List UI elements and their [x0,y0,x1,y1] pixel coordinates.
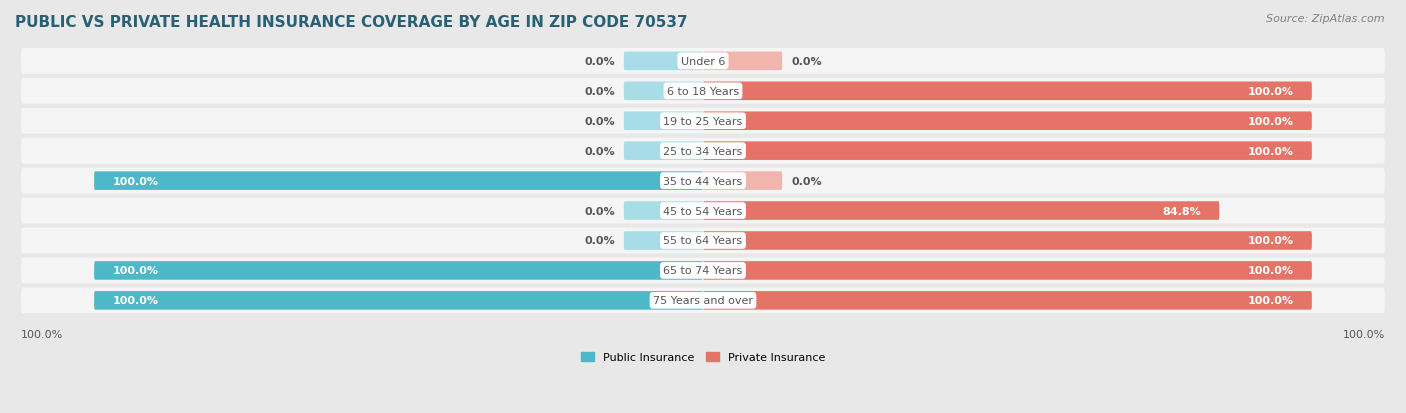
Text: 0.0%: 0.0% [792,57,823,66]
FancyBboxPatch shape [703,112,1312,131]
Text: 75 Years and over: 75 Years and over [652,296,754,306]
FancyBboxPatch shape [94,261,703,280]
Text: 35 to 44 Years: 35 to 44 Years [664,176,742,186]
Text: 45 to 54 Years: 45 to 54 Years [664,206,742,216]
FancyBboxPatch shape [94,172,703,190]
Text: 100.0%: 100.0% [1343,329,1385,339]
Text: Source: ZipAtlas.com: Source: ZipAtlas.com [1267,14,1385,24]
Text: PUBLIC VS PRIVATE HEALTH INSURANCE COVERAGE BY AGE IN ZIP CODE 70537: PUBLIC VS PRIVATE HEALTH INSURANCE COVER… [15,15,688,30]
FancyBboxPatch shape [703,202,1219,220]
Text: 100.0%: 100.0% [21,329,63,339]
Text: 100.0%: 100.0% [1247,296,1294,306]
FancyBboxPatch shape [21,258,1385,284]
FancyBboxPatch shape [21,109,1385,134]
Text: 65 to 74 Years: 65 to 74 Years [664,266,742,276]
Text: 100.0%: 100.0% [1247,146,1294,156]
Text: 100.0%: 100.0% [112,296,159,306]
FancyBboxPatch shape [21,228,1385,254]
FancyBboxPatch shape [703,82,1312,101]
Text: 6 to 18 Years: 6 to 18 Years [666,87,740,97]
Text: 100.0%: 100.0% [112,176,159,186]
FancyBboxPatch shape [703,261,1312,280]
FancyBboxPatch shape [703,292,1312,310]
FancyBboxPatch shape [624,82,703,101]
FancyBboxPatch shape [703,172,782,190]
Text: 0.0%: 0.0% [583,236,614,246]
FancyBboxPatch shape [703,232,1312,250]
Text: 100.0%: 100.0% [112,266,159,276]
Text: 19 to 25 Years: 19 to 25 Years [664,116,742,126]
FancyBboxPatch shape [624,142,703,161]
FancyBboxPatch shape [21,49,1385,74]
FancyBboxPatch shape [94,292,703,310]
Text: 100.0%: 100.0% [1247,116,1294,126]
Text: 25 to 34 Years: 25 to 34 Years [664,146,742,156]
Text: 0.0%: 0.0% [792,176,823,186]
Text: 100.0%: 100.0% [1247,87,1294,97]
Text: Under 6: Under 6 [681,57,725,66]
Text: 0.0%: 0.0% [583,146,614,156]
FancyBboxPatch shape [21,198,1385,224]
FancyBboxPatch shape [624,232,703,250]
FancyBboxPatch shape [624,202,703,220]
Text: 0.0%: 0.0% [583,116,614,126]
Text: 0.0%: 0.0% [583,87,614,97]
Text: 0.0%: 0.0% [583,206,614,216]
FancyBboxPatch shape [21,288,1385,313]
FancyBboxPatch shape [703,142,1312,161]
Legend: Public Insurance, Private Insurance: Public Insurance, Private Insurance [576,347,830,367]
Text: 0.0%: 0.0% [583,57,614,66]
FancyBboxPatch shape [624,52,703,71]
FancyBboxPatch shape [21,138,1385,164]
FancyBboxPatch shape [21,79,1385,104]
FancyBboxPatch shape [624,112,703,131]
Text: 55 to 64 Years: 55 to 64 Years [664,236,742,246]
FancyBboxPatch shape [703,52,782,71]
FancyBboxPatch shape [21,169,1385,194]
Text: 100.0%: 100.0% [1247,266,1294,276]
Text: 100.0%: 100.0% [1247,236,1294,246]
Text: 84.8%: 84.8% [1163,206,1201,216]
